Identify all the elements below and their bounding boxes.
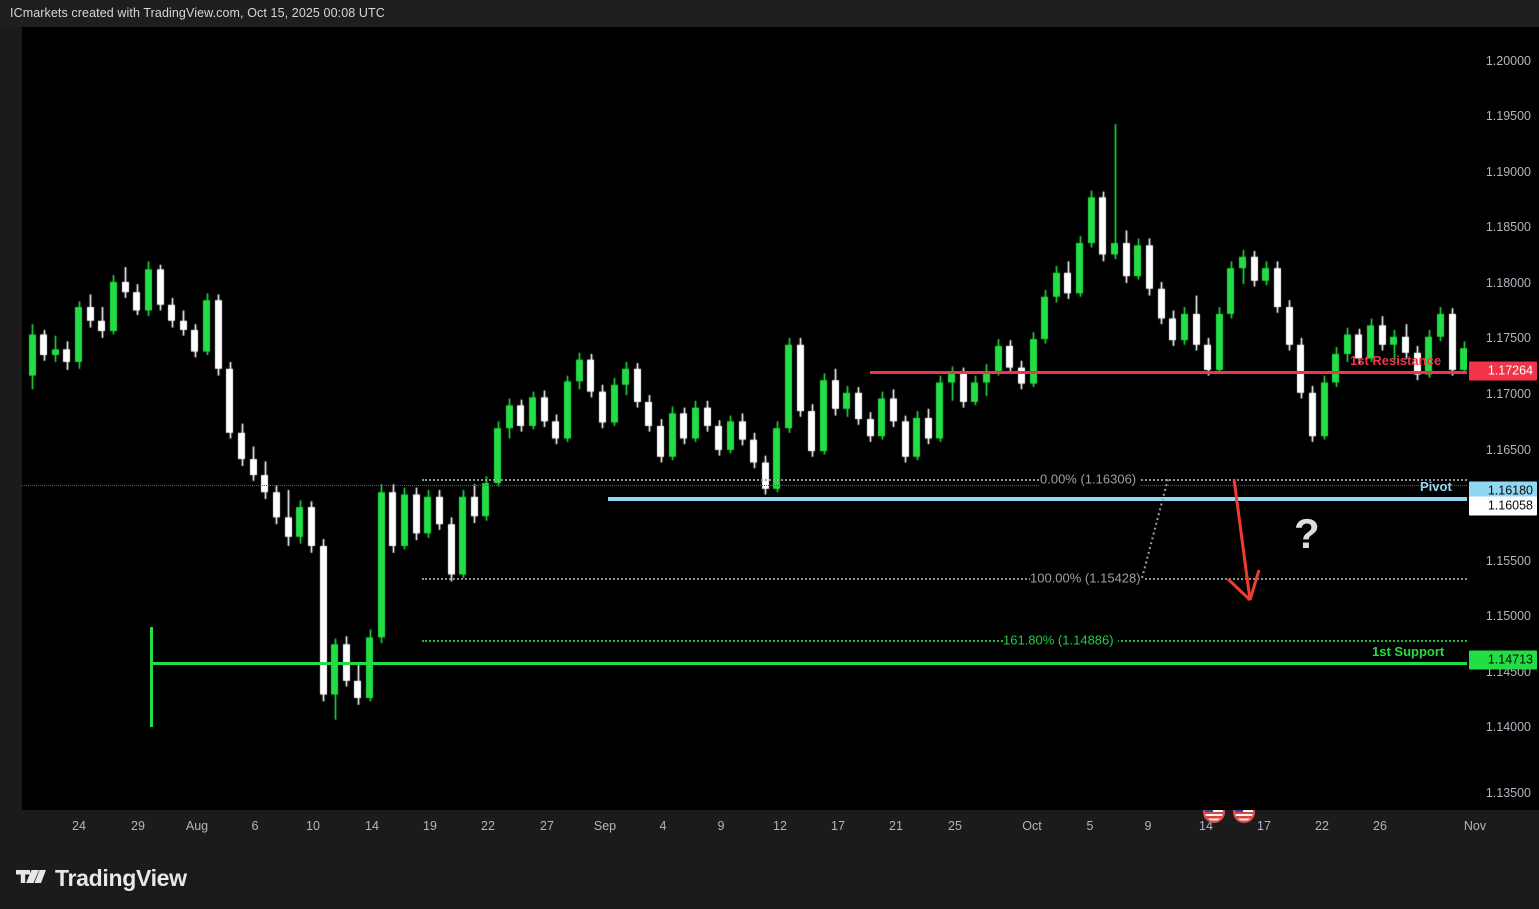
- time-axis-tick: 14: [365, 819, 379, 833]
- level-label-pivot: Pivot: [1420, 479, 1452, 494]
- price-axis-tick: 1.18500: [1485, 220, 1531, 234]
- fib-level-line[interactable]: [422, 640, 1467, 642]
- time-axis-tick: 10: [306, 819, 320, 833]
- time-axis-tick: 9: [717, 819, 725, 833]
- footer-bar: [0, 850, 1539, 909]
- time-axis-tick: 21: [889, 819, 903, 833]
- level-label-1st-resistance: 1st Resistance: [1350, 353, 1442, 368]
- time-axis-tick: 17: [1257, 819, 1271, 833]
- time-axis-tick: Oct: [1022, 819, 1042, 833]
- time-axis-tick: Nov: [1463, 819, 1487, 833]
- price-axis-tick: 1.19000: [1485, 165, 1531, 179]
- fib-level-label: 100.00% (1.15428): [1030, 570, 1145, 586]
- last-price-badge[interactable]: 1.16058: [1469, 496, 1537, 516]
- uncertainty-question-mark: ?: [1294, 510, 1320, 557]
- level-label-1st-support: 1st Support: [1372, 644, 1445, 659]
- price-axis-tick: 1.17500: [1485, 331, 1531, 345]
- time-axis-tick: 14: [1199, 819, 1213, 833]
- time-axis-tick: 19: [423, 819, 437, 833]
- price-axis-tick: 1.15000: [1485, 609, 1531, 623]
- price-axis-tick: 1.17000: [1485, 387, 1531, 401]
- time-axis-tick: 9: [1144, 819, 1152, 833]
- time-axis-tick: 29: [131, 819, 145, 833]
- fib-level-label: 0.00% (1.16306): [1040, 471, 1141, 487]
- time-axis-tick: 22: [481, 819, 495, 833]
- level-anchor-handle[interactable]: [150, 627, 153, 727]
- price-axis[interactable]: 1.20000 1.19500 1.19000 1.18500 1.18000 1.175…: [1467, 27, 1539, 810]
- candlestick-series: [22, 27, 1467, 810]
- chart-attribution-header: ICmarkets created with TradingView.com, …: [0, 0, 1539, 27]
- time-axis[interactable]: 24 29 Aug 6 10 14 19 22 27 Sep 4 9 12 17 21 25 Oct 5 9 14 17…: [0, 810, 1539, 850]
- time-axis-tick: 4: [659, 819, 667, 833]
- price-axis-tick: 1.13500: [1485, 786, 1531, 800]
- time-axis-tick: 24: [72, 819, 86, 833]
- time-axis-tick: 26: [1373, 819, 1387, 833]
- time-axis-tick: 27: [540, 819, 554, 833]
- us-economic-event-2-flag-icon[interactable]: [1233, 810, 1255, 823]
- current-price-line: [22, 485, 1467, 486]
- price-axis-tick: 1.19500: [1485, 109, 1531, 123]
- time-axis-tick: 17: [831, 819, 845, 833]
- support-badge[interactable]: 1.14713: [1469, 650, 1537, 670]
- chart-plot-area[interactable]: 0.00% (1.16306) 100.00% (1.15428) 161.80% …: [22, 27, 1467, 810]
- time-axis-tick: 12: [773, 819, 787, 833]
- time-axis-tick: Aug: [185, 819, 209, 833]
- level-line-1st-resistance[interactable]: [870, 371, 1467, 374]
- time-axis-tick: 22: [1315, 819, 1329, 833]
- fib-level-label: 161.80% (1.14886): [1003, 632, 1118, 648]
- resistance-badge[interactable]: 1.17264: [1469, 361, 1537, 381]
- price-axis-tick: 1.15500: [1485, 554, 1531, 568]
- tradingview-logo-icon: [16, 869, 46, 883]
- us-economic-event-1-flag-icon[interactable]: [1203, 810, 1225, 823]
- time-axis-tick: Sep: [593, 819, 617, 833]
- price-axis-tick: 1.14000: [1485, 720, 1531, 734]
- price-axis-tick: 1.18000: [1485, 276, 1531, 290]
- pivot-badge[interactable]: 1.16180: [1469, 481, 1537, 501]
- price-axis-tick: 1.16500: [1485, 443, 1531, 457]
- time-axis-tick: 6: [251, 819, 259, 833]
- price-axis-tick: 1.20000: [1485, 54, 1531, 68]
- time-axis-tick: 5: [1086, 819, 1094, 833]
- level-line-1st-support[interactable]: [150, 662, 1467, 665]
- level-line-pivot[interactable]: [608, 497, 1467, 501]
- tradingview-logo-text: TradingView: [55, 865, 187, 891]
- fib-level-line[interactable]: [422, 479, 1467, 481]
- time-axis-tick: 25: [948, 819, 962, 833]
- fib-level-line[interactable]: [422, 578, 1467, 580]
- tradingview-logo[interactable]: TradingView: [16, 865, 187, 892]
- left-gutter: [0, 27, 22, 810]
